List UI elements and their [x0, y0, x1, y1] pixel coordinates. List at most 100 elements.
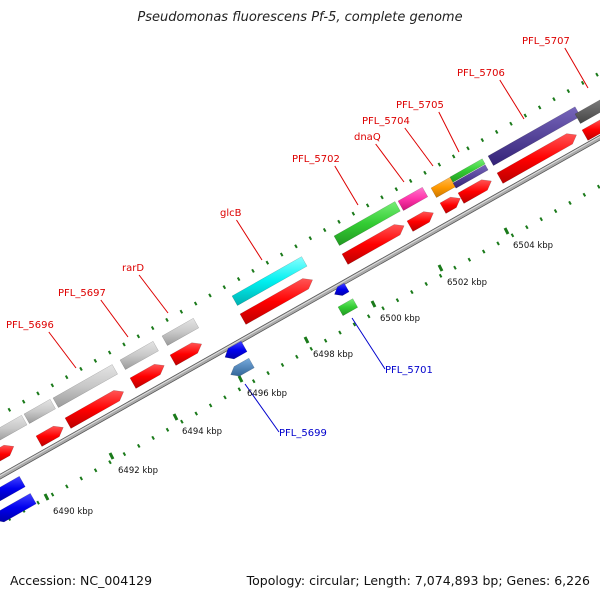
label-pfl-5701: PFL_5701 — [385, 365, 433, 376]
tick-mark — [223, 395, 227, 400]
scale-label: 6502 kbp — [447, 278, 487, 288]
tick-mark — [423, 170, 427, 175]
cds-forward — [35, 425, 64, 447]
callout-line — [100, 299, 129, 338]
tick-mark — [36, 391, 40, 396]
tick-mark — [21, 399, 26, 404]
tick-mark — [480, 138, 485, 143]
tick-mark — [194, 411, 198, 416]
callout-line — [564, 47, 589, 89]
scale-label: 6500 kbp — [380, 314, 420, 324]
cds-reverse — [334, 282, 350, 296]
callout-line — [138, 274, 169, 314]
tick-mark — [251, 379, 256, 384]
tick-mark — [93, 468, 98, 473]
cog-gray-block — [23, 398, 56, 424]
cds-forward — [496, 133, 577, 184]
label-pfl-5704: PFL_5704 — [362, 116, 410, 127]
scale-major-tick — [108, 452, 115, 460]
cds-forward — [64, 390, 125, 429]
cog-darkgray-block — [574, 99, 600, 124]
cog-gray-block — [0, 414, 28, 441]
scale-major-tick — [43, 493, 50, 501]
cds-forward — [0, 444, 15, 462]
tick-mark — [180, 419, 184, 424]
scale-label: 6496 kbp — [247, 389, 287, 399]
tick-mark — [309, 346, 313, 351]
tick-mark — [553, 208, 558, 214]
scale-major-tick — [503, 227, 510, 235]
tick-mark — [424, 281, 428, 287]
cds-forward — [169, 342, 203, 366]
tick-row-inner — [7, 184, 600, 521]
tick-mark — [208, 293, 212, 298]
tick-mark — [165, 317, 169, 322]
cog-steelblue-block — [230, 357, 255, 377]
label-dnaq: dnaQ — [354, 132, 381, 143]
tick-mark — [568, 200, 572, 205]
tick-mark — [523, 113, 528, 118]
tick-mark — [193, 301, 198, 306]
tick-mark — [580, 80, 585, 85]
gene-labels: 6490 kbp 6492 kbp 6494 kbp 6496 kbp 6498 kbp… — [6, 36, 570, 517]
scale-label: 6498 kbp — [313, 350, 353, 360]
cog-gray-block — [52, 364, 118, 408]
cds-reverse — [0, 475, 26, 502]
cds-forward — [239, 278, 313, 325]
tick-mark — [451, 154, 456, 159]
cds-forward — [439, 196, 461, 214]
tick-mark — [279, 252, 284, 257]
map-title: Pseudomonas fluorescens Pf-5, complete g… — [137, 10, 463, 25]
tick-mark — [65, 484, 69, 489]
tick-mark — [481, 249, 486, 254]
callout-line — [244, 383, 280, 433]
tick-mark — [107, 350, 112, 355]
cds-forward — [406, 211, 434, 232]
tick-mark — [365, 203, 370, 208]
tick-mark — [251, 268, 255, 273]
cog-cyan-block — [231, 256, 308, 306]
genome-backbone — [0, 134, 600, 480]
tick-mark — [408, 178, 413, 184]
callout-line — [48, 331, 77, 369]
callout-line — [236, 219, 263, 261]
label-pfl-5697: PFL_5697 — [58, 288, 106, 299]
label-pfl-5707: PFL_5707 — [522, 36, 570, 47]
tick-mark — [36, 500, 40, 505]
footer-stats: Topology: circular; Length: 7,074,893 bp… — [246, 573, 590, 588]
tick-mark — [366, 314, 371, 319]
tick-mark — [295, 354, 299, 359]
tick-mark — [496, 241, 500, 246]
label-glcb: glcB — [220, 208, 242, 219]
tick-mark — [352, 322, 357, 327]
tick-mark — [108, 460, 112, 465]
tick-mark — [237, 387, 242, 392]
tick-mark — [322, 227, 327, 233]
cds-forward — [457, 179, 492, 204]
callout-line — [334, 165, 359, 206]
tick-mark — [122, 342, 126, 347]
tick-mark — [394, 187, 399, 192]
tick-mark — [566, 88, 571, 94]
tick-mark — [453, 265, 457, 270]
tick-mark — [410, 289, 414, 295]
scale-major-tick — [172, 413, 179, 421]
scale-major-tick — [303, 336, 310, 344]
tick-mark — [537, 105, 542, 110]
cog-gray-block — [119, 340, 159, 370]
tick-mark — [93, 358, 98, 363]
tick-mark — [525, 225, 529, 230]
tick-mark — [494, 129, 499, 134]
tick-mark — [308, 236, 313, 241]
tick-mark — [596, 184, 600, 189]
scale-major-tick — [237, 375, 244, 383]
label-rard: rarD — [122, 263, 144, 274]
tick-mark — [438, 273, 443, 278]
backbone-highlight — [0, 136, 600, 477]
cds-reverse — [224, 340, 248, 360]
tick-mark — [509, 121, 513, 126]
scale-major-tick — [370, 300, 377, 308]
label-pfl-5696: PFL_5696 — [6, 320, 54, 331]
label-pfl-5699: PFL_5699 — [279, 428, 327, 439]
footer-accession: Accession: NC_004129 — [10, 573, 153, 588]
